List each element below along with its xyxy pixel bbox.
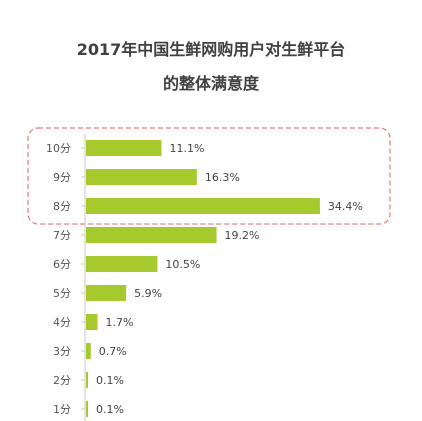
- category-label: 8分: [53, 200, 71, 213]
- bar: [86, 140, 162, 156]
- bar: [86, 314, 98, 330]
- data-label: 11.1%: [169, 142, 204, 155]
- category-label: 6分: [53, 258, 71, 271]
- bar: [86, 227, 217, 243]
- data-label: 0.7%: [99, 345, 127, 358]
- category-label: 7分: [53, 229, 71, 242]
- category-label: 9分: [53, 171, 71, 184]
- bar: [86, 169, 197, 185]
- category-label: 1分: [53, 403, 71, 416]
- category-label: 10分: [46, 142, 71, 155]
- data-label: 10.5%: [165, 258, 200, 271]
- chart-title-line1: 2017年中国生鲜网购用户对生鲜平台: [76, 40, 346, 59]
- chart-title-line2: 的整体满意度: [162, 74, 259, 93]
- highlight-box: [27, 127, 391, 225]
- bar: [86, 401, 88, 417]
- bar: [86, 285, 127, 301]
- data-label: 34.4%: [328, 200, 363, 213]
- data-label: 0.1%: [96, 374, 124, 387]
- category-label: 4分: [53, 316, 71, 329]
- bar: [86, 256, 158, 272]
- category-label: 5分: [53, 287, 71, 300]
- data-label: 5.9%: [134, 287, 162, 300]
- bar: [86, 343, 91, 359]
- data-label: 16.3%: [205, 171, 240, 184]
- bar: [86, 372, 88, 388]
- bar: [86, 198, 320, 214]
- category-label: 2分: [53, 374, 71, 387]
- data-label: 0.1%: [96, 403, 124, 416]
- data-label: 1.7%: [106, 316, 134, 329]
- data-label: 19.2%: [225, 229, 260, 242]
- category-label: 3分: [53, 345, 71, 358]
